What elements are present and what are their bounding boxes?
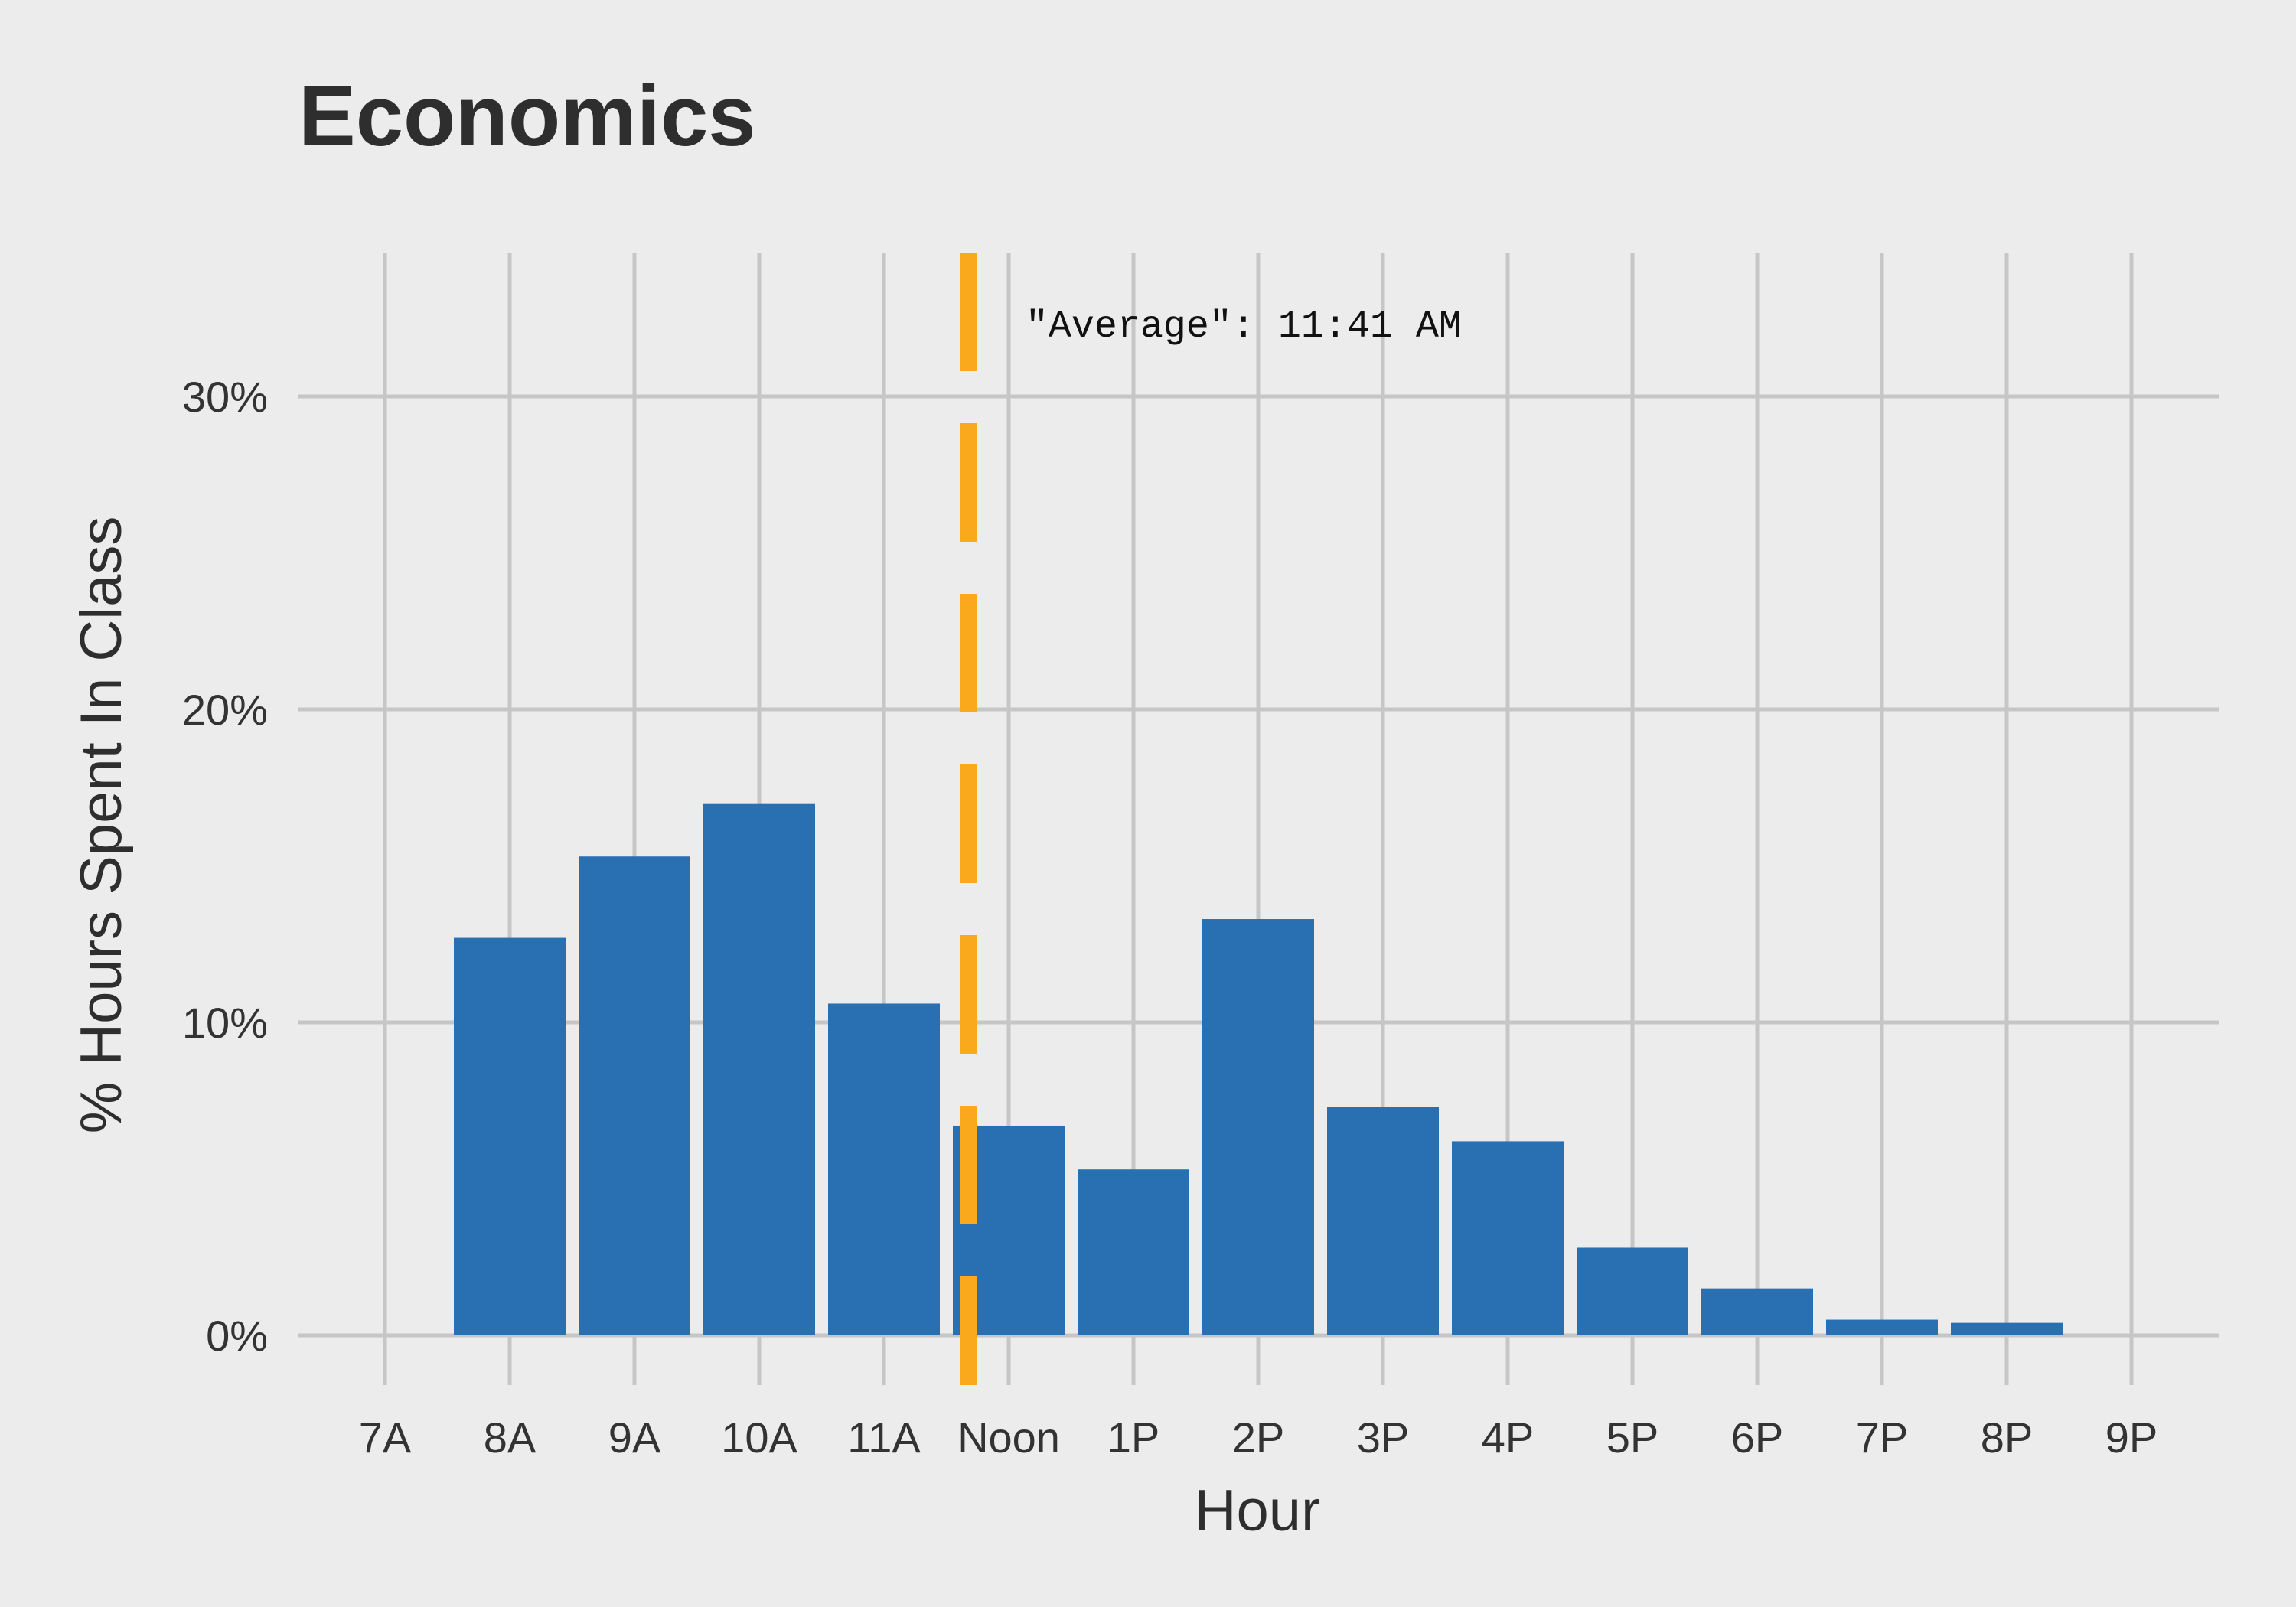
x-tick-label: Noon [957, 1413, 1060, 1462]
bar-8P [1951, 1322, 2063, 1335]
x-tick-label: 3P [1357, 1413, 1410, 1462]
x-tick-labels: 7A 8A 9A 10A 11A Noon 1P 2P 3P 4P 5P 6P 7P 8P 9P [359, 1413, 2158, 1462]
y-tick-label: 30% [182, 373, 268, 421]
x-tick-label: 7P [1856, 1413, 1909, 1462]
bar-4P [1452, 1141, 1564, 1335]
average-annotation: "Average": 11:41 AM [1026, 305, 1462, 349]
x-tick-label: 10A [721, 1413, 797, 1462]
y-tick-label: 20% [182, 686, 268, 734]
x-tick-label: 2P [1232, 1413, 1285, 1462]
x-tick-label: 7A [359, 1413, 412, 1462]
x-tick-label: 6P [1731, 1413, 1784, 1462]
bar-10A [703, 803, 815, 1335]
bar-5P [1577, 1247, 1688, 1335]
bar-1P [1078, 1169, 1189, 1335]
y-axis-title: % Hours Spent In Class [69, 517, 134, 1134]
y-tick-label: 10% [182, 999, 268, 1047]
x-axis-title: Hour [1195, 1478, 1321, 1543]
bar-3P [1327, 1107, 1439, 1335]
bar-11A [828, 1003, 940, 1335]
bar-9A [579, 856, 690, 1335]
average-line-group: "Average": 11:41 AM [960, 253, 1462, 1385]
x-tick-label: 11A [847, 1413, 921, 1462]
x-tick-label: 1P [1107, 1413, 1160, 1462]
bars [454, 803, 2063, 1335]
bar-7P [1826, 1319, 1938, 1335]
x-tick-label: 4P [1482, 1413, 1534, 1462]
x-tick-label: 9P [2105, 1413, 2158, 1462]
y-tick-labels: 0% 10% 20% 30% [182, 373, 268, 1360]
bar-8A [454, 937, 566, 1335]
y-tick-label: 0% [206, 1312, 268, 1360]
x-tick-label: 5P [1606, 1413, 1659, 1462]
x-tick-label: 9A [608, 1413, 661, 1462]
x-tick-label: 8A [484, 1413, 536, 1462]
chart-title: Economics [298, 68, 756, 164]
bar-2P [1202, 919, 1314, 1335]
x-tick-label: 8P [1981, 1413, 2033, 1462]
bar-6P [1701, 1288, 1813, 1335]
